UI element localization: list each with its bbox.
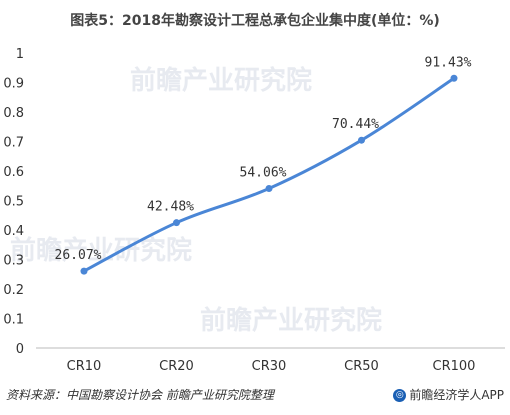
- x-axis-ticks: CR10 CR20 CR30 CR50 CR100: [67, 359, 476, 374]
- x-tick-label: CR100: [433, 359, 476, 374]
- y-tick-label: 0.2: [3, 283, 24, 298]
- data-label: 42.48%: [147, 200, 194, 215]
- y-tick-label: 0.7: [3, 136, 24, 151]
- watermark-1: 前瞻产业研究院: [130, 66, 313, 96]
- data-points: [80, 74, 458, 275]
- data-point: [358, 136, 365, 144]
- data-label: 70.44%: [332, 117, 379, 132]
- y-tick-label: 0.6: [3, 165, 24, 180]
- y-tick-label: 0.9: [3, 77, 24, 92]
- y-tick-label: 0.8: [3, 106, 24, 121]
- source-note: 资料来源：中国勘察设计协会 前瞻产业研究院整理: [6, 388, 274, 402]
- data-point: [80, 267, 88, 275]
- chart-title: 图表5：2018年勘察设计工程总承包企业集中度(单位：%): [70, 13, 440, 29]
- brand-name: 前瞻经济学人APP: [409, 388, 504, 402]
- data-point: [173, 219, 180, 227]
- data-point: [265, 185, 273, 193]
- y-tick-label: 0.4: [3, 224, 24, 239]
- data-labels: 26.07% 42.48% 54.06% 70.44% 91.43%: [55, 55, 472, 263]
- y-axis-ticks: 0 0.1 0.2 0.3 0.4 0.5 0.6 0.7 0.8 0.9 1: [3, 47, 24, 357]
- line-chart: 00.10.20.30.40.50.60.70.80.91 CR10 CR20 CR…: [3, 47, 505, 374]
- x-tick-label: CR10: [67, 359, 102, 374]
- y-tick-label: 0.5: [3, 195, 24, 210]
- y-tick-label: 0: [16, 342, 24, 357]
- x-tick-label: CR20: [159, 359, 194, 374]
- brand-logo-icon: ◎: [393, 389, 407, 402]
- y-tick-label: 0.1: [3, 313, 24, 328]
- y-tick-label: 0.3: [3, 254, 24, 269]
- watermark-3: 前瞻产业研究院: [200, 306, 383, 336]
- data-label: 91.43%: [425, 55, 472, 70]
- x-tick-label: CR30: [252, 359, 287, 374]
- data-label: 26.07%: [55, 248, 102, 263]
- data-point: [450, 74, 458, 82]
- y-tick-label: 1: [16, 47, 24, 62]
- data-label: 54.06%: [240, 166, 287, 181]
- x-tick-label: CR50: [344, 359, 379, 374]
- brand-footer: ◎ 前瞻经济学人APP: [393, 386, 504, 403]
